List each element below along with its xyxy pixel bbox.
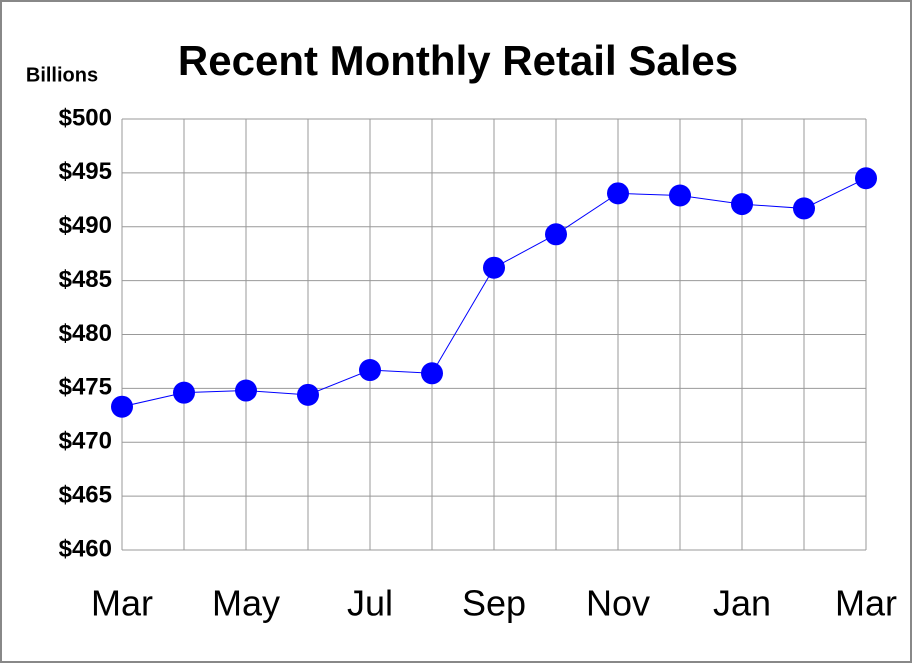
- x-tick-label: May: [212, 583, 280, 624]
- y-tick-label: $460: [59, 535, 112, 562]
- data-point: [731, 193, 753, 216]
- chart-title: Recent Monthly Retail Sales: [178, 37, 738, 84]
- data-point: [669, 184, 691, 207]
- data-point: [359, 359, 381, 382]
- x-tick-label: Sep: [462, 583, 526, 624]
- data-point: [235, 379, 257, 402]
- data-point: [545, 223, 567, 246]
- y-tick-label: $480: [59, 320, 112, 347]
- x-tick-label: Nov: [586, 583, 650, 624]
- x-tick-label: Jul: [347, 583, 393, 624]
- y-tick-label: $465: [59, 481, 112, 508]
- data-point: [483, 256, 505, 279]
- data-point: [855, 167, 877, 190]
- y-tick-label: $495: [59, 158, 112, 185]
- data-point: [173, 381, 195, 404]
- data-point: [793, 197, 815, 220]
- data-point: [607, 182, 629, 205]
- y-axis-label: Billions: [26, 64, 98, 86]
- data-point: [111, 395, 133, 418]
- x-tick-label: Mar: [91, 583, 153, 624]
- data-point: [421, 362, 443, 385]
- y-tick-label: $490: [59, 212, 112, 239]
- data-point: [297, 383, 319, 406]
- y-tick-label: $470: [59, 428, 112, 455]
- x-tick-label: Mar: [835, 583, 897, 624]
- y-tick-label: $500: [59, 104, 112, 131]
- y-tick-label: $475: [59, 374, 112, 401]
- y-tick-label: $485: [59, 266, 112, 293]
- x-tick-label: Jan: [713, 583, 771, 624]
